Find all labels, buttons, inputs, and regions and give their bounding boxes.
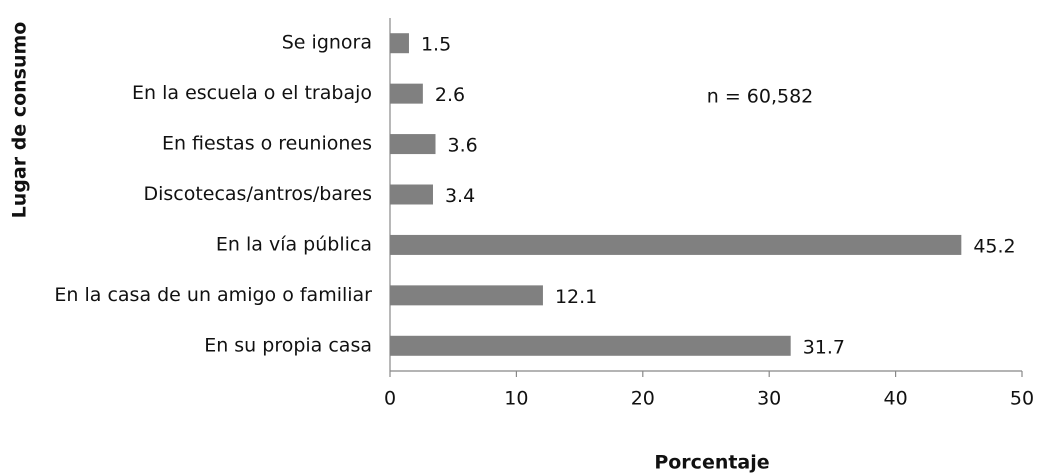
y-tick-label: En la escuela o el trabajo [132, 82, 372, 104]
data-label: 3.6 [448, 135, 478, 157]
bar [390, 285, 543, 306]
y-tick-label: Se ignora [282, 32, 372, 54]
bar [390, 335, 791, 356]
y-axis-label: Lugar de consumo [9, 22, 31, 219]
data-label: 3.4 [445, 185, 475, 207]
bar [390, 33, 409, 54]
bar [390, 83, 423, 104]
x-tick-label: 50 [1010, 388, 1034, 410]
x-tick-label: 10 [504, 388, 528, 410]
bar [390, 134, 436, 155]
y-tick-label: En fiestas o reuniones [162, 133, 372, 155]
x-axis-label: Porcentaje [654, 452, 769, 474]
annotation: n = 60,582 [707, 86, 814, 108]
data-label: 2.6 [435, 84, 465, 106]
data-label: 45.2 [973, 235, 1015, 257]
bar [390, 184, 433, 205]
x-tick-label: 40 [884, 388, 908, 410]
x-tick-label: 30 [757, 388, 781, 410]
x-tick-label: 20 [631, 388, 655, 410]
y-tick-label: Discotecas/antros/bares [143, 183, 372, 205]
y-tick-label: En la vía pública [216, 233, 372, 255]
data-label: 12.1 [555, 286, 597, 308]
bar [390, 234, 962, 255]
x-tick-label: 0 [384, 388, 396, 410]
data-label: 31.7 [803, 336, 845, 358]
y-tick-label: En su propia casa [204, 334, 372, 356]
y-tick-label: En la casa de un amigo o familiar [54, 284, 372, 306]
data-label: 1.5 [421, 34, 451, 56]
